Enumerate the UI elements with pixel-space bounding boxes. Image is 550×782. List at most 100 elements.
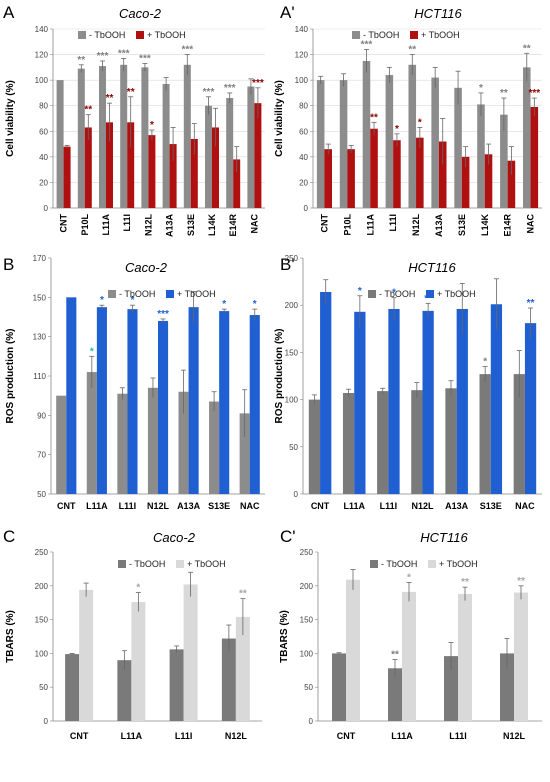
bar-tbooh-cnt	[63, 146, 71, 208]
x-tick-label: L14K	[207, 214, 217, 237]
bar-tbooh-n12l	[422, 310, 434, 494]
y-tick-label: 50	[304, 683, 313, 692]
x-tick-label: L11A	[121, 731, 143, 741]
bar-tbooh-l11a	[86, 372, 97, 494]
panel-title: Caco-2	[119, 6, 162, 21]
legend-label-plus: + TbOOH	[437, 289, 476, 299]
significance-stars: *	[358, 286, 362, 297]
legend-label-plus: + TbOOH	[147, 30, 186, 40]
bar-tbooh-nac	[524, 323, 537, 494]
bar-tbooh-cnt	[66, 297, 77, 494]
y-tick-label: 50	[289, 443, 298, 452]
bar-tbooh-l11a	[362, 60, 371, 208]
x-tick-label: L11I	[388, 214, 398, 232]
legend-swatch-minus	[78, 31, 86, 39]
significance-stars: **	[517, 576, 525, 587]
y-tick-label: 90	[37, 411, 46, 420]
significance-stars: ***	[139, 54, 151, 65]
y-axis-label: ROS production (%)	[274, 329, 285, 424]
bar-tbooh-nac	[249, 315, 260, 494]
bar-tbooh-s13e	[454, 87, 462, 208]
bar-tbooh-s13e	[490, 304, 503, 494]
bar-tbooh-l11i	[377, 391, 389, 494]
legend-swatch-plus	[166, 290, 174, 298]
bar-tbooh-cnt	[332, 653, 346, 721]
y-tick-label: 170	[33, 254, 47, 263]
significance-stars: **	[127, 87, 135, 98]
panel-letter: A	[3, 3, 15, 22]
bar-tbooh-p10l	[84, 127, 92, 208]
bar-tbooh-e14r	[507, 160, 516, 208]
bar-tbooh-l11i	[458, 593, 472, 721]
y-tick-label: 100	[295, 76, 309, 85]
bar-tbooh-nac	[513, 374, 525, 494]
significance-stars: **	[500, 88, 508, 99]
legend-label-minus: - TbOOH	[119, 289, 155, 299]
bar-tbooh-n12l	[411, 390, 423, 494]
bar-tbooh-cnt	[65, 654, 80, 721]
bar-tbooh-p10l	[77, 68, 85, 208]
y-tick-label: 100	[285, 396, 299, 405]
significance-stars: **	[77, 55, 85, 66]
significance-stars: **	[239, 589, 247, 600]
y-axis-label: ROS production (%)	[5, 329, 16, 424]
bar-tbooh-a13a	[162, 83, 170, 208]
panel-letter: C'	[280, 527, 296, 546]
x-tick-label: CNT	[59, 214, 69, 233]
x-tick-label: P10L	[342, 214, 352, 236]
y-axis-label: Cell viability (%)	[5, 80, 16, 157]
x-tick-label: N12L	[143, 214, 153, 237]
bar-tbooh-s13e	[219, 311, 230, 494]
legend-swatch-plus	[136, 31, 144, 39]
significance-stars: ***	[157, 309, 169, 320]
y-tick-label: 80	[39, 102, 48, 111]
y-tick-label: 20	[299, 178, 308, 187]
bar-tbooh-a13a	[438, 141, 447, 208]
significance-stars: *	[395, 124, 399, 135]
significance-stars: ***	[361, 39, 373, 50]
panel-b: B Caco-2 50 70 90 110 130 150 170 ROS production …	[3, 254, 265, 511]
y-tick-label: 140	[35, 25, 49, 34]
y-tick-label: 200	[300, 582, 314, 591]
bar-tbooh-l11a	[354, 311, 366, 494]
significance-stars: ***	[528, 88, 540, 99]
bar-tbooh-l11a	[131, 602, 146, 721]
bar-tbooh-s13e	[479, 374, 491, 494]
bar-tbooh-p10l	[339, 80, 348, 208]
bar-tbooh-a13a	[431, 77, 439, 208]
bar-tbooh-n12l	[408, 64, 417, 208]
legend-label-minus: - TbOOH	[379, 289, 415, 299]
legend-label-plus: + TbOOH	[177, 289, 216, 299]
x-tick-label: NAC	[249, 214, 259, 234]
legend-swatch-minus	[108, 290, 116, 298]
significance-stars: ***	[203, 87, 215, 98]
y-tick-label: 200	[285, 301, 299, 310]
bar-tbooh-l11i	[444, 656, 458, 721]
bar-tbooh-n12l	[158, 320, 169, 494]
bar-tbooh-l11a	[370, 128, 378, 208]
significance-stars: *	[479, 83, 483, 94]
bar-tbooh-l11i	[385, 75, 394, 209]
bar-tbooh-s13e	[190, 138, 198, 208]
y-axis-label: Cell viability (%)	[274, 80, 285, 157]
bar-tbooh-l11i	[388, 308, 400, 494]
x-tick-label: L11I	[122, 214, 132, 232]
panel-a: A Caco-2 0 20 40 60 80 100 120 140 Cell viability …	[3, 3, 265, 237]
bar-tbooh-nac	[530, 106, 539, 208]
bar-tbooh-l11a	[99, 66, 106, 208]
x-tick-label: CNT	[70, 731, 89, 741]
x-tick-label: N12L	[225, 731, 248, 741]
x-tick-label: P10L	[80, 214, 90, 236]
significance-stars: ***	[118, 48, 130, 59]
legend: - TbOOH + TbOOH	[108, 289, 216, 299]
bar-tbooh-l11a	[342, 392, 355, 494]
y-tick-label: 150	[33, 293, 47, 302]
y-tick-label: 0	[44, 204, 49, 213]
bar-tbooh-l11i	[169, 649, 184, 721]
significance-stars: **	[370, 112, 378, 123]
x-tick-label: S13E	[208, 501, 230, 511]
significance-stars: *	[253, 299, 257, 310]
legend-label-minus: - TbOOH	[381, 559, 417, 569]
significance-stars: *	[100, 295, 104, 306]
bar-tbooh-a13a	[445, 388, 457, 494]
